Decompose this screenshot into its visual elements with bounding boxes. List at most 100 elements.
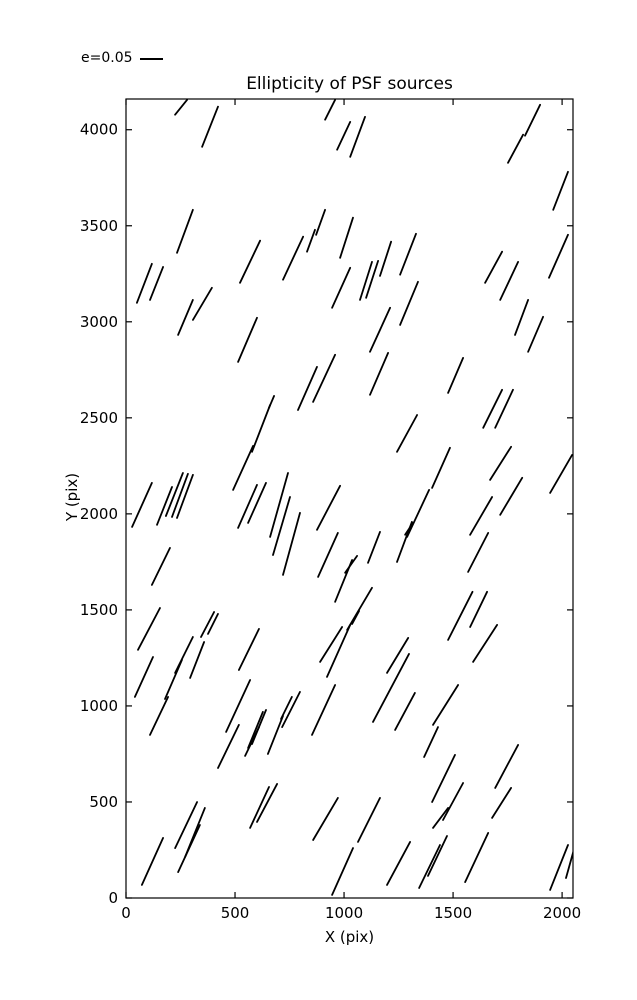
y-tick-label: 3500 — [80, 217, 118, 235]
ellipticity-segment — [150, 547, 171, 586]
ellipticity-segment — [399, 280, 419, 326]
ellipticity-segment — [312, 353, 337, 403]
ellipticity-segment — [469, 496, 494, 536]
ellipticity-segment — [464, 832, 490, 883]
ellipticity-segment — [379, 240, 393, 277]
ellipticity-segment — [251, 404, 272, 453]
ellipticity-segment — [247, 711, 264, 749]
ellipticity-segment — [156, 486, 173, 526]
chart-title: Ellipticity of PSF sources — [246, 74, 453, 94]
ellipticity-segment — [467, 532, 490, 573]
x-axis-label: X (pix) — [324, 928, 375, 946]
y-tick-label: 500 — [89, 793, 118, 811]
ellipticity-segment — [369, 351, 390, 396]
y-tick-label: 2500 — [80, 409, 118, 427]
ellipticity-segment — [507, 133, 524, 164]
ellipticity-segment — [524, 103, 541, 137]
ellipticity-segment — [191, 286, 213, 321]
ellipticity-segment — [207, 613, 219, 635]
ellipticity-segment — [489, 445, 513, 481]
ellipticity-segment — [135, 262, 153, 304]
ellipticity-segment — [396, 414, 419, 453]
ellipticity-segment — [280, 696, 293, 720]
ellipticity-segment — [432, 684, 460, 726]
x-tick-label: 500 — [221, 904, 250, 922]
ellipticity-segment — [251, 709, 267, 745]
ellipticity-segment — [432, 807, 450, 829]
ellipticity-segment — [549, 453, 573, 494]
ellipticity-segment — [442, 782, 465, 821]
ellipticity-segment — [372, 653, 410, 723]
ellipticity-segment — [423, 726, 439, 758]
y-axis-label: Y (pix) — [63, 472, 81, 522]
ellipticity-segment — [232, 444, 255, 491]
ellipticity-segment — [281, 691, 301, 728]
ellipticity-segment — [447, 356, 465, 394]
ellipticity-segment — [549, 844, 569, 891]
ellipticity-segment — [494, 744, 519, 789]
ellipticity-segment — [394, 692, 416, 731]
ellipticity-segment — [514, 298, 529, 336]
ellipticity-segment — [494, 388, 514, 429]
ellipticity-segment — [319, 626, 344, 663]
ellipticity-segment — [174, 99, 189, 116]
ellipticity-segment — [431, 446, 451, 489]
ellipticity-segment — [174, 636, 194, 674]
x-tick-label: 1000 — [325, 904, 363, 922]
ellipticity-segment — [367, 531, 381, 564]
ellipticity-segment — [200, 611, 216, 638]
ellipticity-segment — [137, 607, 161, 651]
ellipticity-segment — [315, 208, 327, 236]
x-tick-label: 0 — [121, 904, 131, 922]
ellipticity-segment — [189, 641, 206, 679]
ellipticity-segment — [386, 841, 412, 886]
ellipticity-segment — [266, 715, 284, 755]
ellipticity-segment — [527, 315, 544, 353]
ellipticity-segment — [149, 265, 165, 301]
ellipticity-segment — [344, 555, 359, 574]
ellipticity-segment — [482, 388, 504, 429]
ellipticity-segment — [239, 239, 262, 284]
ellipticity-segment — [269, 472, 289, 538]
ellipticity-segment — [131, 481, 153, 528]
ellipticity-segment — [418, 844, 441, 889]
ellipticity-segment — [272, 496, 291, 556]
legend: e=0.05 — [81, 50, 163, 67]
ellipticity-segment — [256, 783, 279, 823]
ellipticity-segment — [346, 586, 373, 631]
ellipticity-segment — [469, 590, 489, 628]
ellipticity-segment — [336, 121, 352, 151]
axes-spines — [125, 98, 574, 899]
y-tick-label: 0 — [108, 889, 118, 907]
ellipticity-segment — [357, 797, 381, 843]
ellipticity-segment — [331, 847, 354, 896]
ellipticity-segment — [247, 481, 267, 524]
ellipticity-segment — [176, 473, 194, 519]
ellipticity-segment — [499, 476, 524, 516]
ellipticity-segment — [201, 105, 219, 148]
ellipticity-segment — [171, 472, 189, 518]
ellipticity-segment — [174, 801, 199, 849]
y-tick-label: 4000 — [80, 121, 118, 139]
y-tick-label: 3000 — [80, 313, 118, 331]
y-tick-label: 1000 — [80, 697, 118, 715]
ellipticity-segment — [306, 228, 316, 253]
ellipticity-segment — [249, 786, 270, 829]
ellipticity-segment — [499, 260, 519, 301]
ellipticity-segment — [427, 835, 448, 877]
ellipticity-segment — [552, 170, 569, 211]
ellipticity-segment — [331, 266, 352, 309]
ellipticity-segment — [133, 656, 154, 698]
ellipticity-segment — [349, 116, 366, 158]
ellipticity-segment — [369, 306, 392, 353]
ellipticity-segment — [484, 250, 504, 284]
legend-label: e=0.05 — [81, 50, 133, 66]
ellipticity-segment — [282, 512, 301, 576]
ellipticity-segment — [565, 849, 573, 879]
ellipticity-segment — [359, 260, 373, 301]
legend-line-sample — [139, 57, 163, 60]
ellipticity-segment — [268, 394, 276, 409]
x-tick-label: 1500 — [434, 904, 472, 922]
segments-group — [131, 99, 573, 896]
